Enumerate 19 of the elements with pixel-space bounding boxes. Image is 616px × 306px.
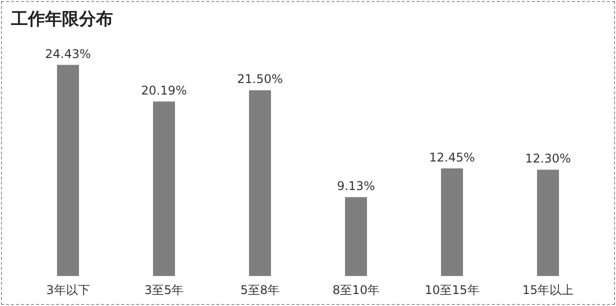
- x-tick-label: 5至8年: [240, 283, 280, 297]
- bar: [537, 170, 559, 276]
- data-label: 21.50%: [237, 72, 283, 86]
- chart-title: 工作年限分布: [10, 10, 113, 30]
- x-tick-label: 15年以上: [522, 283, 574, 297]
- bar: [153, 102, 175, 276]
- data-label: 20.19%: [141, 84, 187, 98]
- data-label: 24.43%: [45, 46, 91, 61]
- data-label: 9.13%: [336, 179, 376, 194]
- x-tick-label: 3至5年: [144, 283, 184, 297]
- x-tick-label: 10至15年: [424, 283, 480, 297]
- bar: [57, 64, 79, 276]
- bar: [249, 90, 271, 276]
- data-label: 12.30%: [525, 152, 571, 166]
- data-label: 12.45%: [429, 150, 475, 164]
- bar: [441, 168, 463, 276]
- x-tick-label: 8至10年: [332, 283, 380, 297]
- x-tick-label: 3年以下: [46, 283, 90, 297]
- bar: [345, 197, 367, 276]
